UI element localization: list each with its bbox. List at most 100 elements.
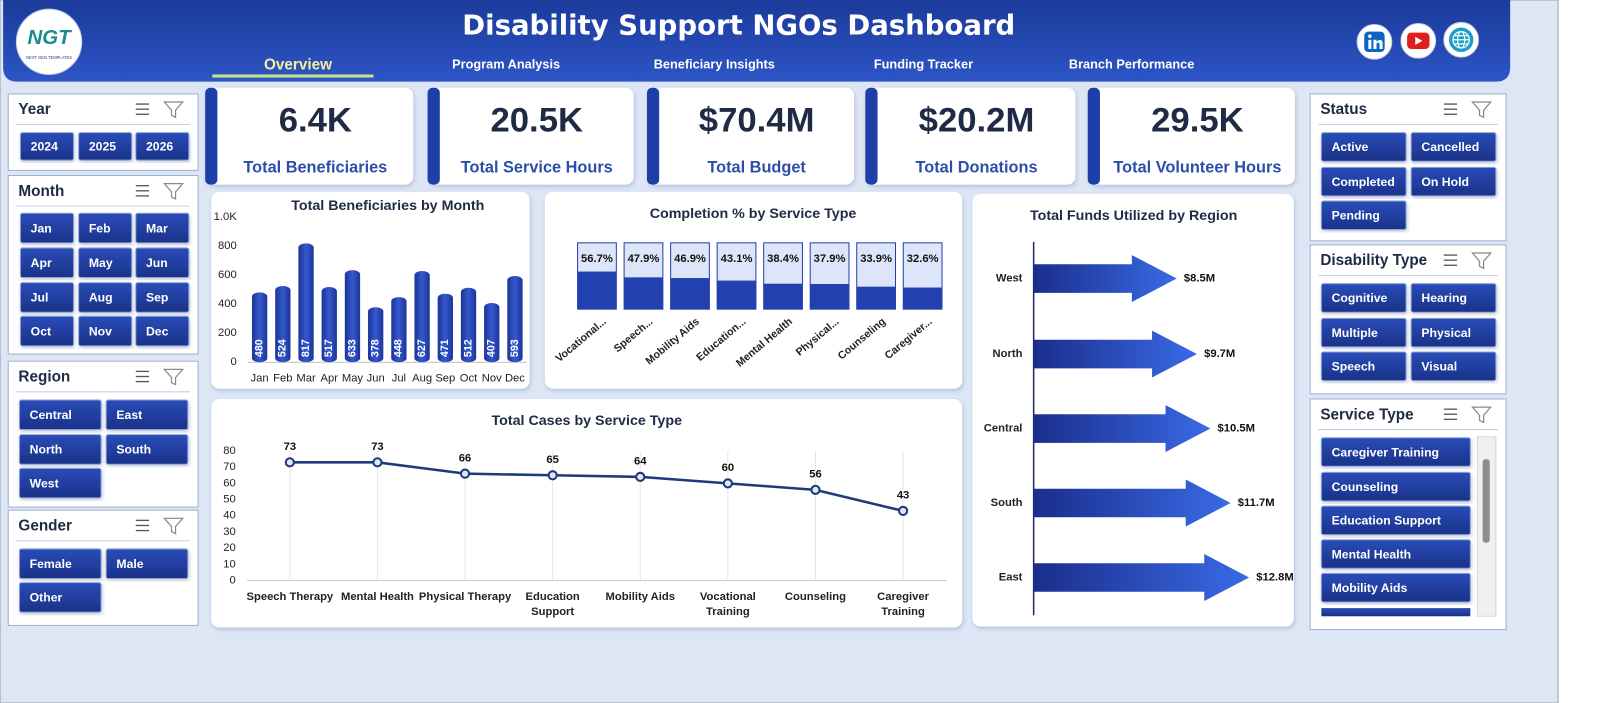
x-tick-label: Speech Therapy [247,591,334,603]
slicer-button-label[interactable]: Oct [31,324,51,338]
slicer-button[interactable] [1320,283,1407,313]
bar-value-label: 512 [462,339,474,357]
slicer-button-label[interactable]: 2026 [146,140,173,154]
slicer-button-label[interactable]: South [116,443,151,457]
slicer-button[interactable] [1320,505,1471,536]
slicer-button[interactable] [1410,166,1497,197]
slicer-button-label[interactable]: Pending [1332,209,1380,223]
nav-tab[interactable]: Overview [264,56,332,73]
slicer-button[interactable] [78,212,133,244]
clear-filter-icon[interactable] [162,517,185,535]
slicer-button[interactable] [1320,351,1407,382]
kpi-label: Total Budget [707,159,806,177]
nav-tab[interactable]: Branch Performance [1069,57,1194,72]
slicer-button-label[interactable]: On Hold [1421,175,1469,189]
slicer-button[interactable] [135,132,190,161]
slicer-button-label[interactable]: Visual [1421,360,1457,374]
slicer-button-label[interactable]: Other [30,591,63,605]
slicer-button[interactable] [19,282,75,313]
slicer-button-label[interactable]: Apr [31,256,52,270]
social-icons[interactable] [1356,21,1480,60]
slicer-button-label[interactable]: Cancelled [1421,140,1479,154]
slicer-button[interactable] [1320,471,1471,502]
nav-tab[interactable]: Program Analysis [452,57,560,72]
slicer-button[interactable] [135,247,190,279]
slicer-button[interactable] [19,132,75,161]
slicer-button[interactable] [1320,437,1471,467]
clear-filter-icon[interactable] [162,183,185,200]
slicer-button-label[interactable]: Cognitive [1332,291,1388,305]
slicer-button-label[interactable]: Female [30,557,72,571]
slicer-button[interactable] [1320,200,1407,231]
slicer-button[interactable] [105,434,189,465]
slicer-button[interactable] [1410,351,1497,382]
slicer-button[interactable] [78,315,133,347]
slicer-button[interactable] [1320,572,1471,603]
slicer-button-label[interactable]: Mobility Aids [1332,581,1408,595]
slicer-button[interactable] [105,548,189,580]
clear-filter-icon[interactable] [162,101,185,119]
slicer-button-label[interactable]: Physical [1421,326,1471,340]
slicer-button[interactable] [18,548,102,580]
slicer-button[interactable] [1321,608,1471,617]
slicer-button[interactable] [1410,132,1497,162]
slicer-button-label[interactable]: East [116,408,142,422]
slicer-button[interactable] [78,132,133,161]
slicer-button[interactable] [18,434,102,465]
slicer-button[interactable] [78,247,133,279]
slicer-button-label[interactable]: Nov [89,324,112,338]
slicer-button-label[interactable]: Feb [89,221,111,235]
slicer-button-label[interactable]: Counseling [1332,480,1399,494]
slicer-button[interactable] [18,399,102,431]
clear-filter-icon[interactable] [1471,252,1493,270]
x-tick-label: Dec [505,373,525,385]
scrollbar-thumb[interactable] [1482,459,1490,543]
slicer-button[interactable] [135,315,190,347]
slicer-button[interactable] [18,582,102,613]
slicer-button[interactable] [19,315,75,347]
slicer-button[interactable] [1320,132,1407,162]
slicer-button-label[interactable]: North [30,443,63,457]
slicer-button-label[interactable]: Jan [31,221,52,235]
slicer-button[interactable] [1320,539,1471,569]
slicer-button-label[interactable]: Hearing [1421,291,1467,305]
slicer-button-label[interactable]: Mental Health [1332,547,1412,561]
slicer-button[interactable] [135,212,190,244]
slicer-button-label[interactable]: Caregiver Training [1332,445,1439,459]
slicer-button-label[interactable]: Central [30,408,72,422]
slicer-button-label[interactable]: Active [1332,140,1369,154]
slicer-button[interactable] [19,212,75,244]
slicer-button[interactable] [1320,166,1407,197]
slicer-button-label[interactable]: Completed [1332,175,1395,189]
nav-tab[interactable]: Funding Tracker [874,57,973,72]
slicer-button-label[interactable]: Jul [31,291,49,305]
slicer-button-label[interactable]: Sep [146,291,168,305]
slicer-button-label[interactable]: 2025 [89,140,116,154]
slicer-button-label[interactable]: Male [116,557,143,571]
clear-filter-icon[interactable] [162,368,185,386]
chart-title: Completion % by Service Type [650,206,857,222]
clear-filter-icon[interactable] [1471,101,1493,119]
slicer-button[interactable] [18,467,102,499]
kpi-accent [1087,87,1100,185]
slicer-button-label[interactable]: Mar [146,221,168,235]
slicer-button-label[interactable]: May [89,256,113,270]
nav-tab[interactable]: Beneficiary Insights [654,57,775,72]
slicer-button[interactable] [1410,283,1497,313]
slicer-button[interactable] [1320,317,1407,348]
slicer-button[interactable] [135,282,190,313]
slicer-button[interactable] [78,282,133,313]
slicer-button-label[interactable]: Multiple [1332,326,1378,340]
slicer-button-label[interactable]: West [30,476,59,490]
slicer-button-label[interactable]: Speech [1332,360,1376,374]
slicer-button-label[interactable]: Aug [89,291,113,305]
y-tick-label: 70 [223,461,235,473]
slicer-button[interactable] [19,247,75,279]
slicer-button-label[interactable]: 2024 [31,140,58,154]
slicer-button-label[interactable]: Education Support [1332,514,1441,528]
slicer-button-label[interactable]: Dec [146,324,169,338]
slicer-button[interactable] [1410,317,1497,348]
clear-filter-icon[interactable] [1471,406,1493,424]
slicer-button-label[interactable]: Jun [146,256,168,270]
slicer-button[interactable] [105,399,189,431]
